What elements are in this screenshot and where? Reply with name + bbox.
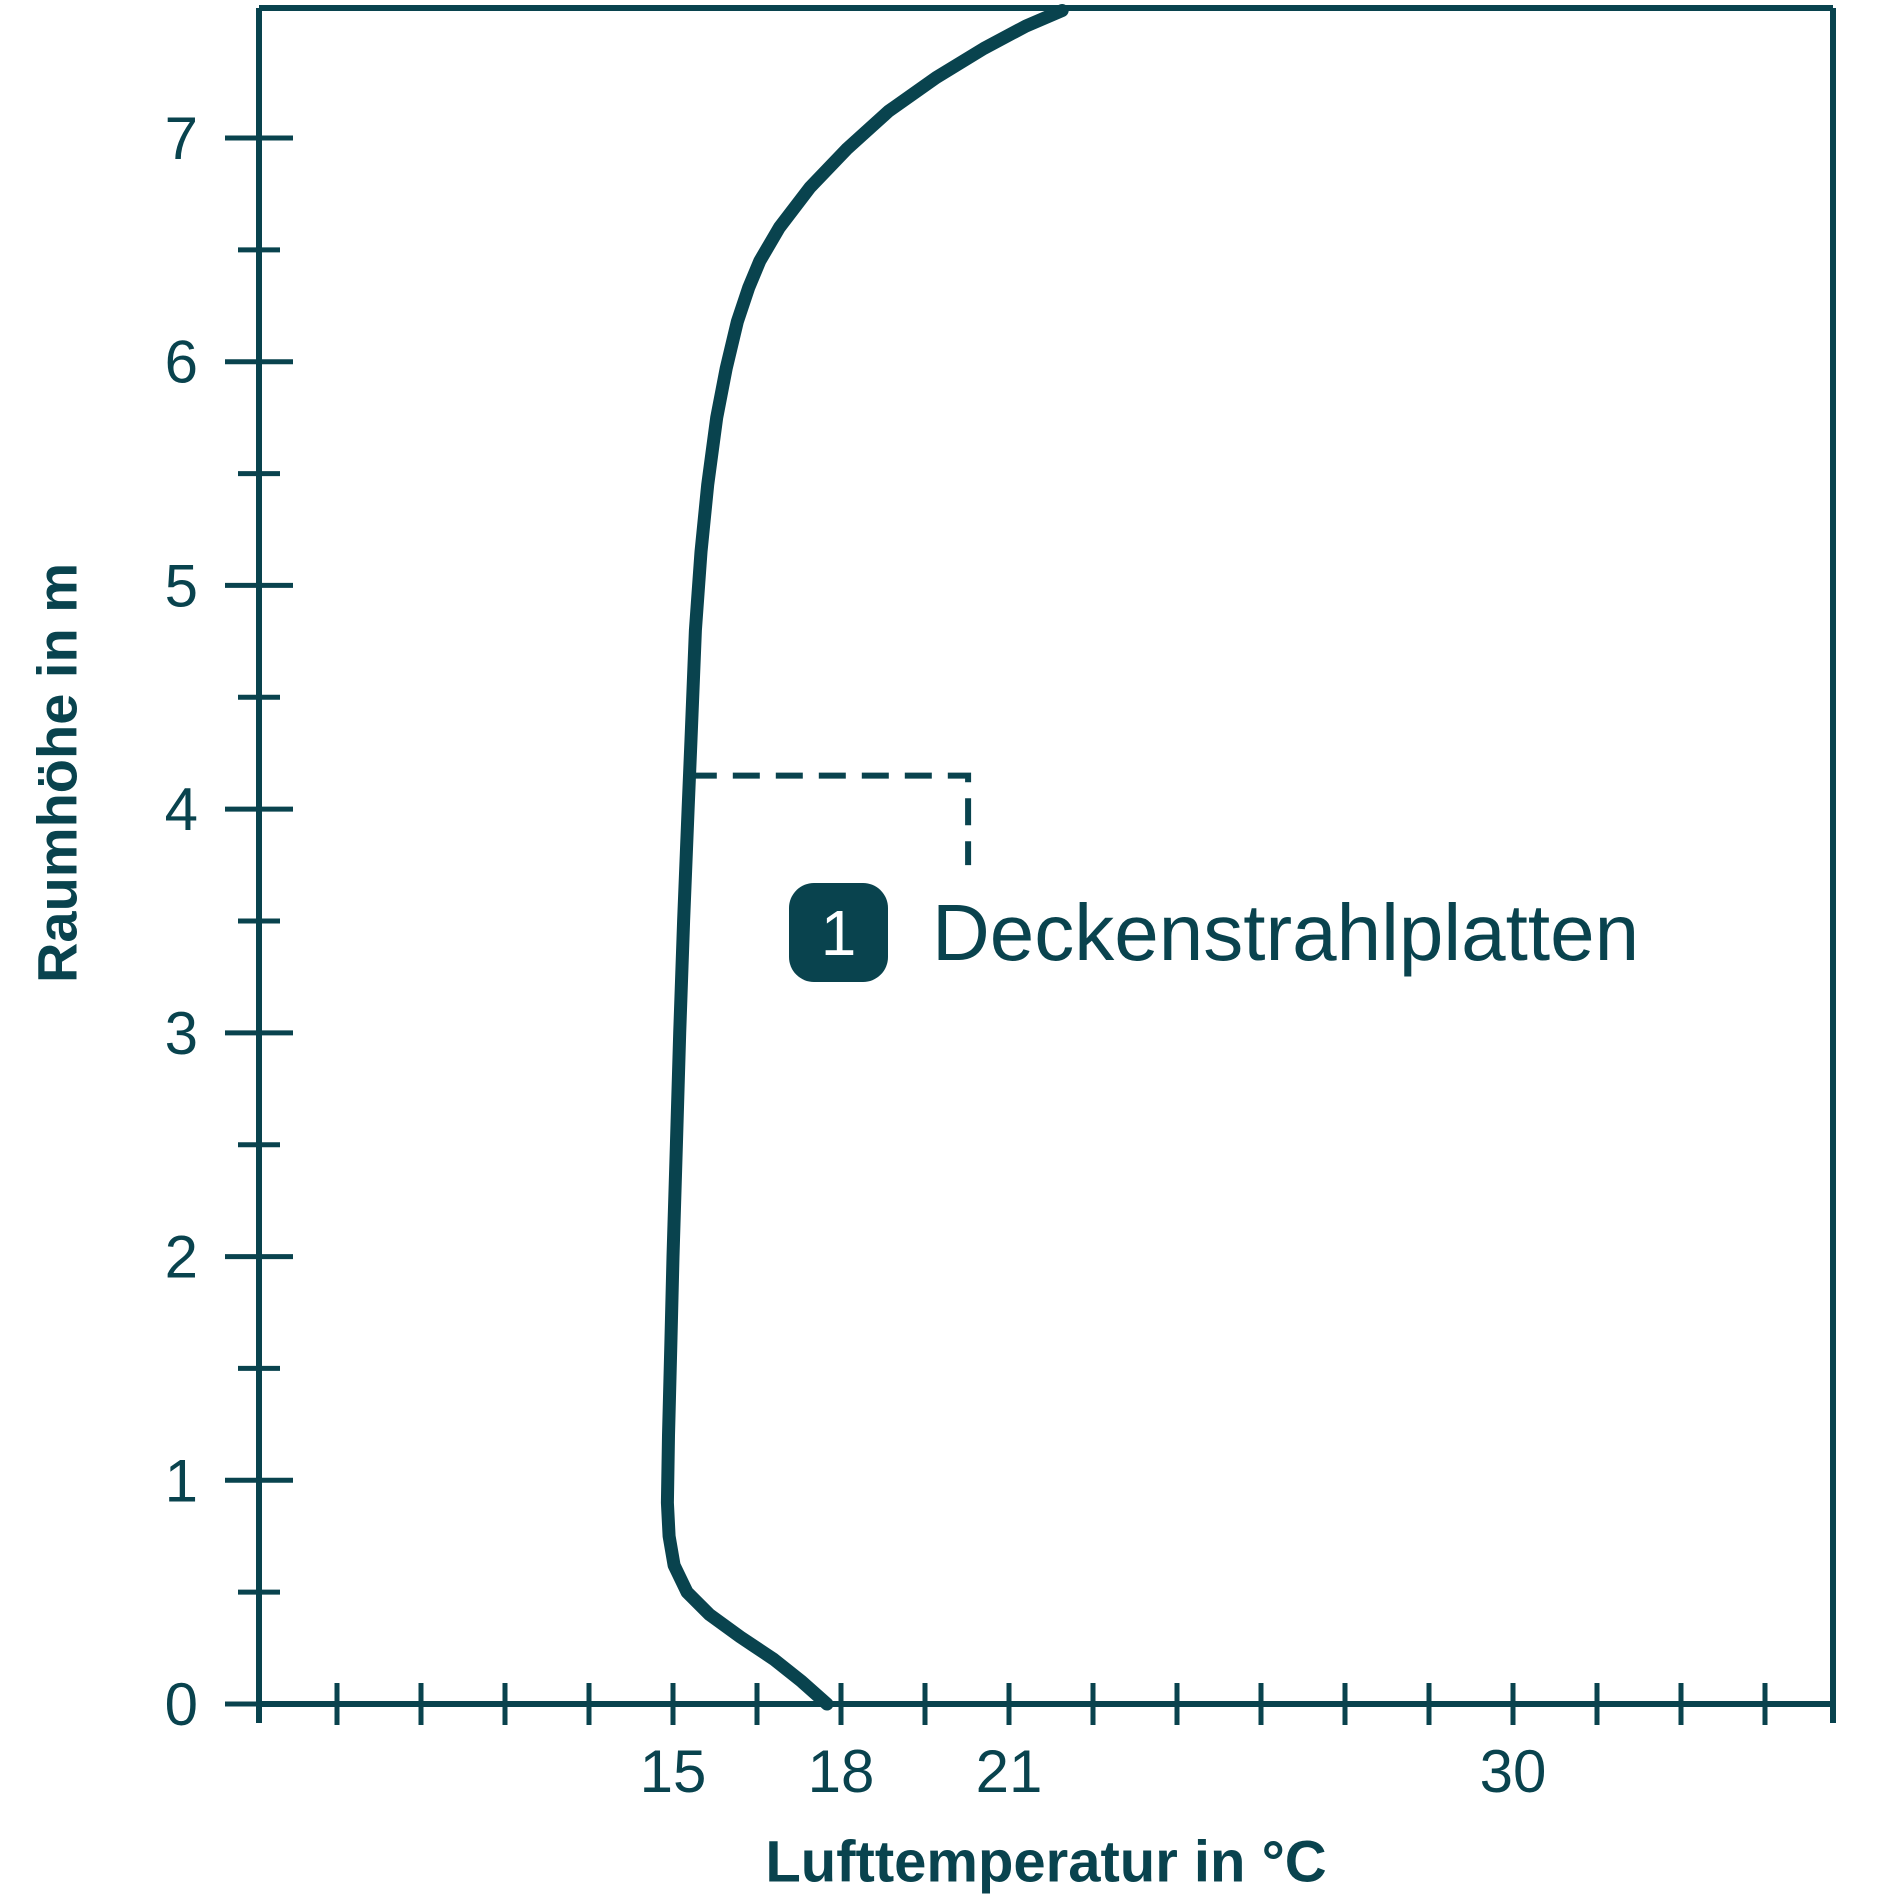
svg-text:30: 30 bbox=[1480, 1738, 1547, 1805]
series-label: Deckenstrahlplatten bbox=[932, 887, 1640, 977]
svg-text:18: 18 bbox=[808, 1738, 875, 1805]
svg-text:0: 0 bbox=[165, 1671, 198, 1738]
svg-text:5: 5 bbox=[165, 552, 198, 619]
x-axis-title: Lufttemperatur in °C bbox=[765, 1829, 1327, 1895]
svg-text:15: 15 bbox=[640, 1738, 707, 1805]
svg-text:21: 21 bbox=[976, 1738, 1043, 1805]
series-badge: 1 bbox=[789, 883, 888, 982]
series-badge-number: 1 bbox=[820, 896, 857, 969]
series-legend: 1 Deckenstrahlplatten bbox=[789, 883, 1639, 982]
svg-text:2: 2 bbox=[165, 1224, 198, 1291]
svg-text:1: 1 bbox=[165, 1447, 198, 1514]
svg-text:4: 4 bbox=[165, 776, 198, 843]
svg-text:7: 7 bbox=[165, 105, 198, 172]
svg-text:6: 6 bbox=[165, 329, 198, 396]
y-axis-title: Raumhöhe in m bbox=[25, 562, 89, 984]
svg-text:3: 3 bbox=[165, 1000, 198, 1067]
